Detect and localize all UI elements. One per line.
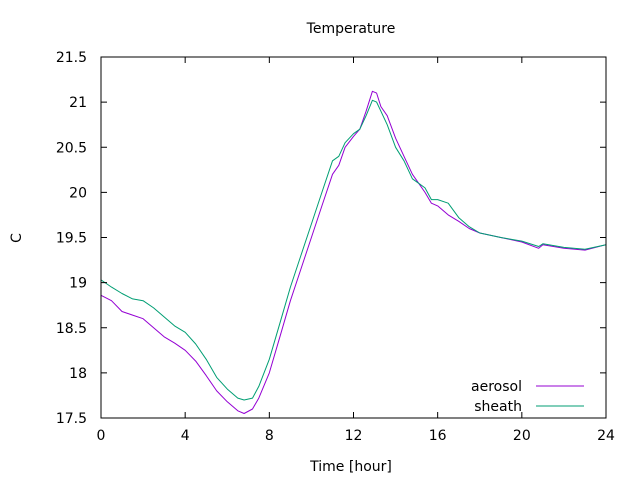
y-tick-label: 20.5 [56, 140, 87, 156]
x-tick-label: 12 [345, 428, 363, 444]
y-tick-label: 20 [69, 185, 87, 201]
series-line-sheath [100, 99, 607, 401]
y-tick-label: 21.5 [56, 50, 87, 66]
x-tick-label: 8 [265, 428, 274, 444]
x-axis-label: Time [hour] [309, 459, 392, 475]
y-tick-label: 19.5 [56, 231, 87, 247]
plot-area [100, 90, 607, 414]
axes: 0 4 8 12 16 20 24 17.5 18 18.5 19 19.5 20 20.5 21 21.5 [56, 50, 615, 444]
x-tick-label: 16 [429, 428, 447, 444]
x-tick-label: 0 [97, 428, 106, 444]
chart-title: Temperature [306, 21, 396, 37]
y-axis-label: C [9, 233, 25, 243]
series-line-aerosol [100, 90, 607, 414]
y-tick-label: 21 [69, 95, 87, 111]
x-tick-label: 20 [513, 428, 531, 444]
legend: aerosol sheath [471, 379, 584, 415]
legend-label-sheath: sheath [474, 399, 522, 415]
x-tick-label: 4 [181, 428, 190, 444]
legend-label-aerosol: aerosol [471, 379, 522, 395]
y-tick-label: 18.5 [56, 321, 87, 337]
y-tick-label: 19 [69, 276, 87, 292]
y-tick-label: 17.5 [56, 411, 87, 427]
x-tick-label: 24 [597, 428, 615, 444]
y-tick-label: 18 [69, 366, 87, 382]
